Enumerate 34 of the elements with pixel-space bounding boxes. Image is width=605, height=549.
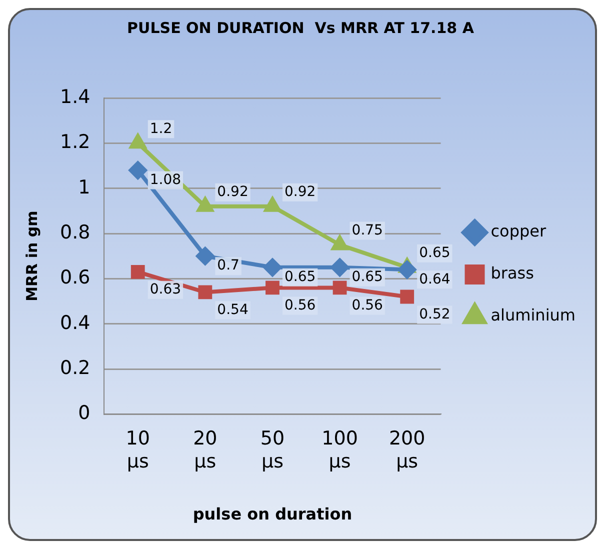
x-tick-label: 10 µs xyxy=(126,428,150,472)
data-label: 1.08 xyxy=(150,172,182,188)
x-tick-label: 50 µs xyxy=(260,428,285,472)
legend-label: brass xyxy=(490,264,534,283)
y-tick-label: 0.8 xyxy=(60,221,90,244)
chart-title: PULSE ON DURATION Vs MRR AT 17.18 A xyxy=(127,18,474,37)
y-tick-label: 0.6 xyxy=(60,266,90,289)
data-label: 0.52 xyxy=(419,306,450,322)
legend-label: aluminium xyxy=(490,306,576,325)
data-label: 0.65 xyxy=(419,245,450,262)
x-tick-label: 20 µs xyxy=(193,428,218,472)
y-tick-label: 1.4 xyxy=(60,86,90,108)
y-tick-label: 0.4 xyxy=(60,312,90,334)
x-axis-title: pulse on duration xyxy=(192,504,352,524)
data-label: 0.92 xyxy=(217,184,248,200)
data-label: 0.56 xyxy=(352,297,384,314)
data-label: 0.63 xyxy=(150,282,182,298)
data-label: 0.7 xyxy=(217,258,240,274)
data-label: 0.65 xyxy=(284,269,316,286)
y-axis-title: MRR in gm xyxy=(22,210,41,302)
legend-label: copper xyxy=(490,222,546,241)
data-label: 0.56 xyxy=(284,297,316,314)
data-label: 1.2 xyxy=(150,120,172,137)
y-tick-label: 0 xyxy=(78,402,90,424)
data-label: 0.75 xyxy=(352,222,383,238)
data-label: 0.54 xyxy=(217,302,248,318)
x-tick-label: 100 µs xyxy=(322,428,358,472)
data-label: 0.92 xyxy=(284,184,316,200)
y-tick-label: 1 xyxy=(78,176,90,198)
data-label: 0.64 xyxy=(419,271,450,288)
data-label: 0.65 xyxy=(352,269,383,286)
y-tick-label: 0.2 xyxy=(60,356,90,379)
x-tick-label: 200 µs xyxy=(388,428,426,472)
y-tick-label: 1.2 xyxy=(60,131,90,154)
